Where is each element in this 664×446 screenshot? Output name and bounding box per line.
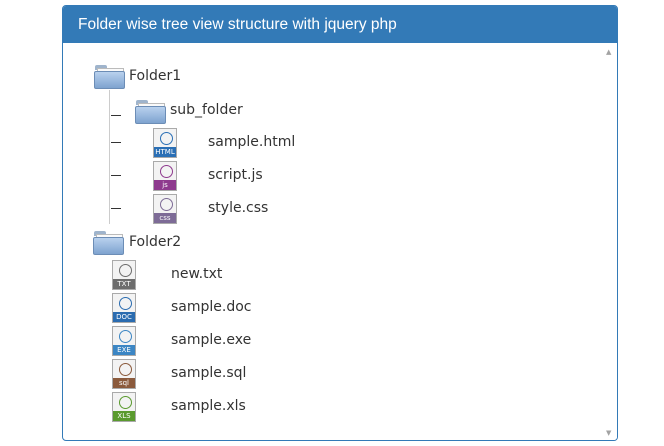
tree-item-folder1[interactable]: Folder1 (129, 68, 182, 84)
tree-item-file[interactable]: sample.sql (171, 365, 247, 381)
tree-connector-line (109, 90, 110, 224)
tree-item-folder2[interactable]: Folder2 (129, 234, 182, 250)
sql-file-icon[interactable]: sql (112, 359, 136, 389)
tree-item-file[interactable]: sample.xls (171, 398, 246, 414)
doc-file-icon[interactable]: DOC (112, 293, 136, 323)
vertical-scrollbar[interactable]: ▲ ▼ (602, 44, 617, 440)
panel-title: Folder wise tree view structure with jqu… (63, 6, 617, 43)
tree-item-sub-folder[interactable]: sub_folder (170, 102, 243, 118)
scroll-up-arrow-icon[interactable]: ▲ (606, 48, 612, 56)
exe-file-icon[interactable]: EXE (112, 326, 136, 356)
tree-view: Folder1 sub_folder HTML sample.html js scri… (63, 44, 617, 440)
tree-item-file[interactable]: sample.html (208, 134, 296, 150)
tree-item-file[interactable]: new.txt (171, 266, 223, 282)
tree-branch (111, 142, 121, 143)
scroll-down-arrow-icon[interactable]: ▼ (606, 429, 612, 437)
tree-item-file[interactable]: sample.doc (171, 299, 252, 315)
tree-item-file[interactable]: script.js (208, 167, 263, 183)
tree-panel: Folder wise tree view structure with jqu… (62, 5, 618, 441)
xls-file-icon[interactable]: XLS (112, 392, 136, 422)
tree-item-file[interactable]: style.css (208, 200, 269, 216)
css-file-icon[interactable]: css (153, 194, 177, 224)
tree-branch (111, 175, 121, 176)
folder-icon[interactable] (94, 65, 125, 89)
folder-icon[interactable] (93, 231, 124, 255)
txt-file-icon[interactable]: TXT (112, 260, 136, 290)
tree-item-file[interactable]: sample.exe (171, 332, 252, 348)
folder-icon[interactable] (135, 100, 166, 124)
js-file-icon[interactable]: js (153, 161, 177, 191)
tree-branch (111, 208, 121, 209)
tree-branch (111, 115, 121, 116)
html-file-icon[interactable]: HTML (153, 128, 177, 158)
